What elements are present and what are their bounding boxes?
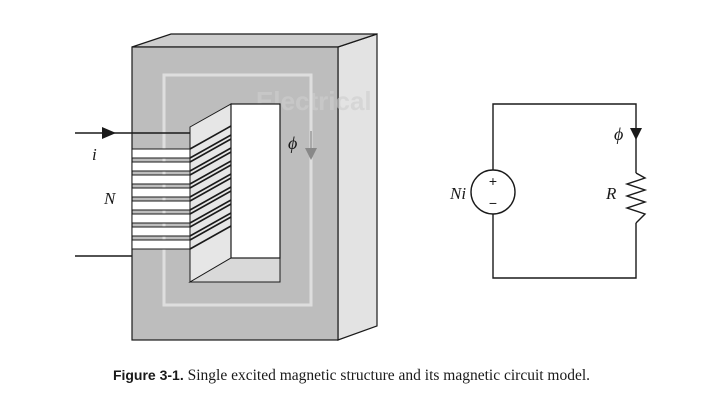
circuit-flux-label: ϕ [614,124,623,144]
source-minus-sign: − [489,195,497,211]
resistor-label: R [605,184,617,203]
magnetic-core: Electrical [131,33,378,341]
figure-caption: Figure 3-1. Single excited magnetic stru… [0,367,703,385]
current-label: i [92,145,97,164]
current-arrow-icon [102,127,116,139]
circuit-flux-arrow-icon [630,128,642,140]
core-flux-arrow-icon [305,131,317,160]
core-top-face [131,33,378,48]
coil-turns-front [131,148,191,250]
figure-number: Figure 3-1. [112,367,184,383]
core-side-face [337,33,378,341]
reluctance-resistor [624,172,648,224]
source-plus-sign: + [489,173,497,189]
core-window [230,103,281,259]
source-label: Ni [449,184,466,203]
core-flux-label: ϕ [288,133,297,153]
mmf-source [470,169,516,215]
coil-turns-inner [189,125,232,250]
circuit-model: + − [470,103,648,279]
turns-label: N [103,189,117,208]
caption-text: Single excited magnetic structure and it… [187,367,591,384]
coil-winding [75,125,232,257]
